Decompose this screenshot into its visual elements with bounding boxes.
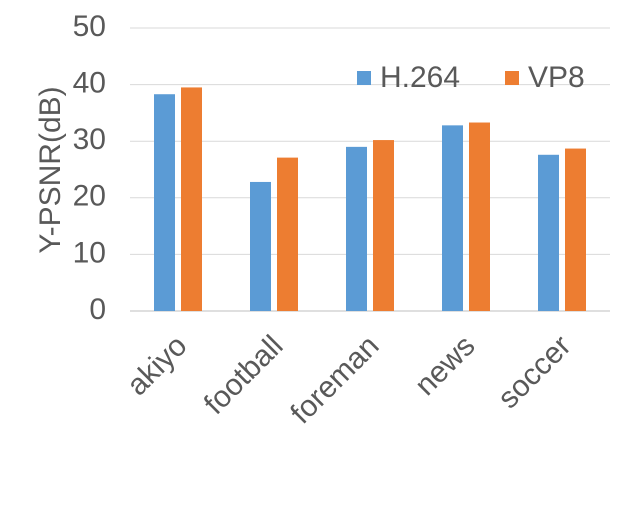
bar-vp8-akiyo xyxy=(181,87,202,312)
y-tick-label: 40 xyxy=(73,67,106,100)
legend-label: VP8 xyxy=(528,61,585,94)
bar-vp8-football xyxy=(277,157,298,311)
bar-h264-foreman xyxy=(346,146,367,311)
y-tick-label: 20 xyxy=(73,180,106,213)
bar-vp8-foreman xyxy=(373,140,394,311)
y-tick-labels: 0 10 20 30 40 50 xyxy=(73,10,106,326)
bar-h264-soccer xyxy=(538,154,559,311)
legend-label: H.264 xyxy=(380,61,460,94)
y-axis-title: Y-PSNR(dB) xyxy=(34,86,67,253)
legend-swatch xyxy=(505,71,519,85)
bar-vp8-news xyxy=(469,122,490,311)
y-tick-label: 10 xyxy=(73,236,106,269)
y-tick-label: 50 xyxy=(73,10,106,43)
y-tick-label: 0 xyxy=(89,293,106,326)
bar-h264-akiyo xyxy=(154,94,175,311)
bar-h264-football xyxy=(250,181,271,311)
gridlines xyxy=(130,27,610,312)
bar-h264-news xyxy=(442,125,463,312)
bar-vp8-soccer xyxy=(565,148,586,311)
legend-swatch xyxy=(357,71,371,85)
legend: H.264 VP8 xyxy=(357,61,585,94)
bars xyxy=(154,87,586,312)
y-tick-label: 30 xyxy=(73,123,106,156)
